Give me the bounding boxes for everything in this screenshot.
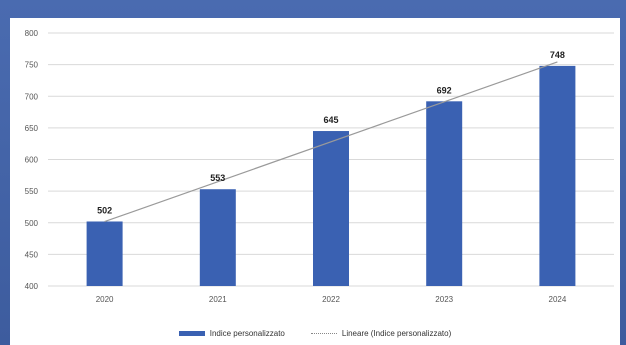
x-tick-label: 2022: [322, 295, 340, 304]
bar: [539, 65, 576, 286]
bar-chart: 400 450 500 550 600 650 700 750 800 502 553 645 692 7…: [25, 29, 614, 304]
legend-item-bars: Indice personalizzato: [178, 328, 285, 338]
data-label: 553: [210, 173, 225, 183]
bar: [313, 131, 349, 286]
trendline: [104, 61, 558, 223]
bar: [86, 221, 123, 286]
y-tick-label: 500: [25, 219, 39, 228]
y-tick-label: 550: [25, 187, 39, 196]
x-tick-label: 2023: [435, 295, 453, 304]
legend-label-bars: Indice personalizzato: [209, 328, 285, 338]
x-tick-label: 2021: [209, 295, 227, 304]
x-tick-label: 2024: [549, 295, 567, 304]
bar: [426, 101, 463, 286]
chart-panel: 400 450 500 550 600 650 700 750 800 502 553 645 692 7…: [10, 18, 620, 345]
y-tick-label: 700: [25, 92, 39, 101]
legend-label-trendline: Lineare (Indice personalizzato): [341, 328, 452, 338]
bar: [199, 189, 236, 286]
legend-trendline-swatch: [310, 332, 337, 334]
chart-legend: Indice personalizzato Lineare (Indice pe…: [10, 326, 620, 340]
y-tick-label: 450: [25, 250, 39, 259]
y-tick-label: 600: [25, 156, 39, 165]
data-label: 502: [97, 205, 112, 215]
y-tick-label: 750: [25, 61, 39, 70]
legend-bar-swatch: [178, 330, 205, 336]
x-tick-label: 2020: [96, 295, 114, 304]
y-tick-label: 800: [25, 29, 39, 38]
y-tick-label: 650: [25, 124, 39, 133]
legend-item-trendline: Lineare (Indice personalizzato): [310, 328, 452, 338]
y-tick-label: 400: [25, 282, 39, 291]
data-label: 692: [437, 85, 452, 95]
data-label: 645: [323, 115, 338, 125]
data-label: 748: [550, 50, 565, 60]
